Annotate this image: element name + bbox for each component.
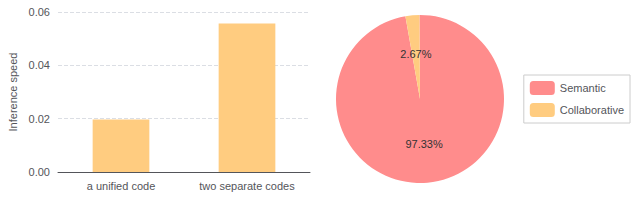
svg-text:0.04: 0.04	[29, 59, 50, 71]
svg-text:Semantic: Semantic	[560, 82, 606, 94]
svg-text:Inference speed: Inference speed	[7, 53, 19, 132]
svg-text:a unified code: a unified code	[87, 180, 156, 192]
svg-text:0.00: 0.00	[29, 166, 50, 178]
svg-text:two separate codes: two separate codes	[199, 180, 295, 192]
svg-text:2.67%: 2.67%	[400, 48, 431, 60]
svg-text:0.02: 0.02	[29, 113, 50, 125]
svg-text:97.33%: 97.33%	[405, 138, 443, 150]
svg-text:Collaborative: Collaborative	[560, 104, 624, 116]
svg-text:0.06: 0.06	[29, 6, 50, 18]
